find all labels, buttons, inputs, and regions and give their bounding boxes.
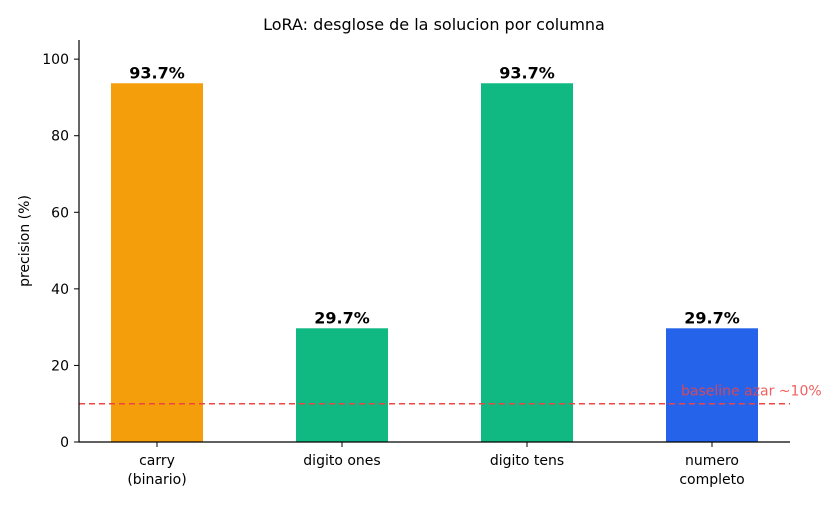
x-tick-label: numero completo — [679, 453, 744, 488]
x-tick-label-line: numero — [685, 453, 739, 469]
x-tick-label: carry (binario) — [127, 453, 186, 488]
y-tick-label: 80 — [51, 129, 69, 145]
y-axis-label: precision (%) — [17, 195, 33, 287]
bar — [666, 328, 758, 442]
x-tick-label-line: completo — [679, 472, 744, 488]
x-tick-label: digito tens — [490, 453, 564, 469]
bar — [296, 328, 388, 442]
plot-area: 0 20 40 60 80 100 93.7% carry (binario) 29.7% digi… — [42, 40, 822, 488]
y-tick-label: 60 — [51, 205, 69, 221]
bar — [481, 83, 573, 443]
bar-value-label: 29.7% — [314, 308, 370, 327]
x-tick-label-line: digito ones — [303, 453, 380, 469]
y-tick-label: 100 — [42, 52, 69, 68]
baseline-label: baseline azar ~10% — [681, 384, 822, 400]
y-tick-label: 40 — [51, 282, 69, 298]
x-tick-label-line: carry — [139, 453, 175, 469]
x-tick-label-line: (binario) — [127, 472, 186, 488]
x-tick-label: digito ones — [303, 453, 380, 469]
y-tick-label: 20 — [51, 358, 69, 374]
chart-title: LoRA: desglose de la solucion por column… — [263, 15, 605, 34]
bar-value-label: 93.7% — [129, 63, 185, 82]
bar-value-label: 93.7% — [499, 63, 555, 82]
bar — [111, 83, 203, 443]
y-tick-label: 0 — [60, 435, 69, 451]
bar-value-label: 29.7% — [684, 308, 740, 327]
x-tick-label-line: digito tens — [490, 453, 564, 469]
